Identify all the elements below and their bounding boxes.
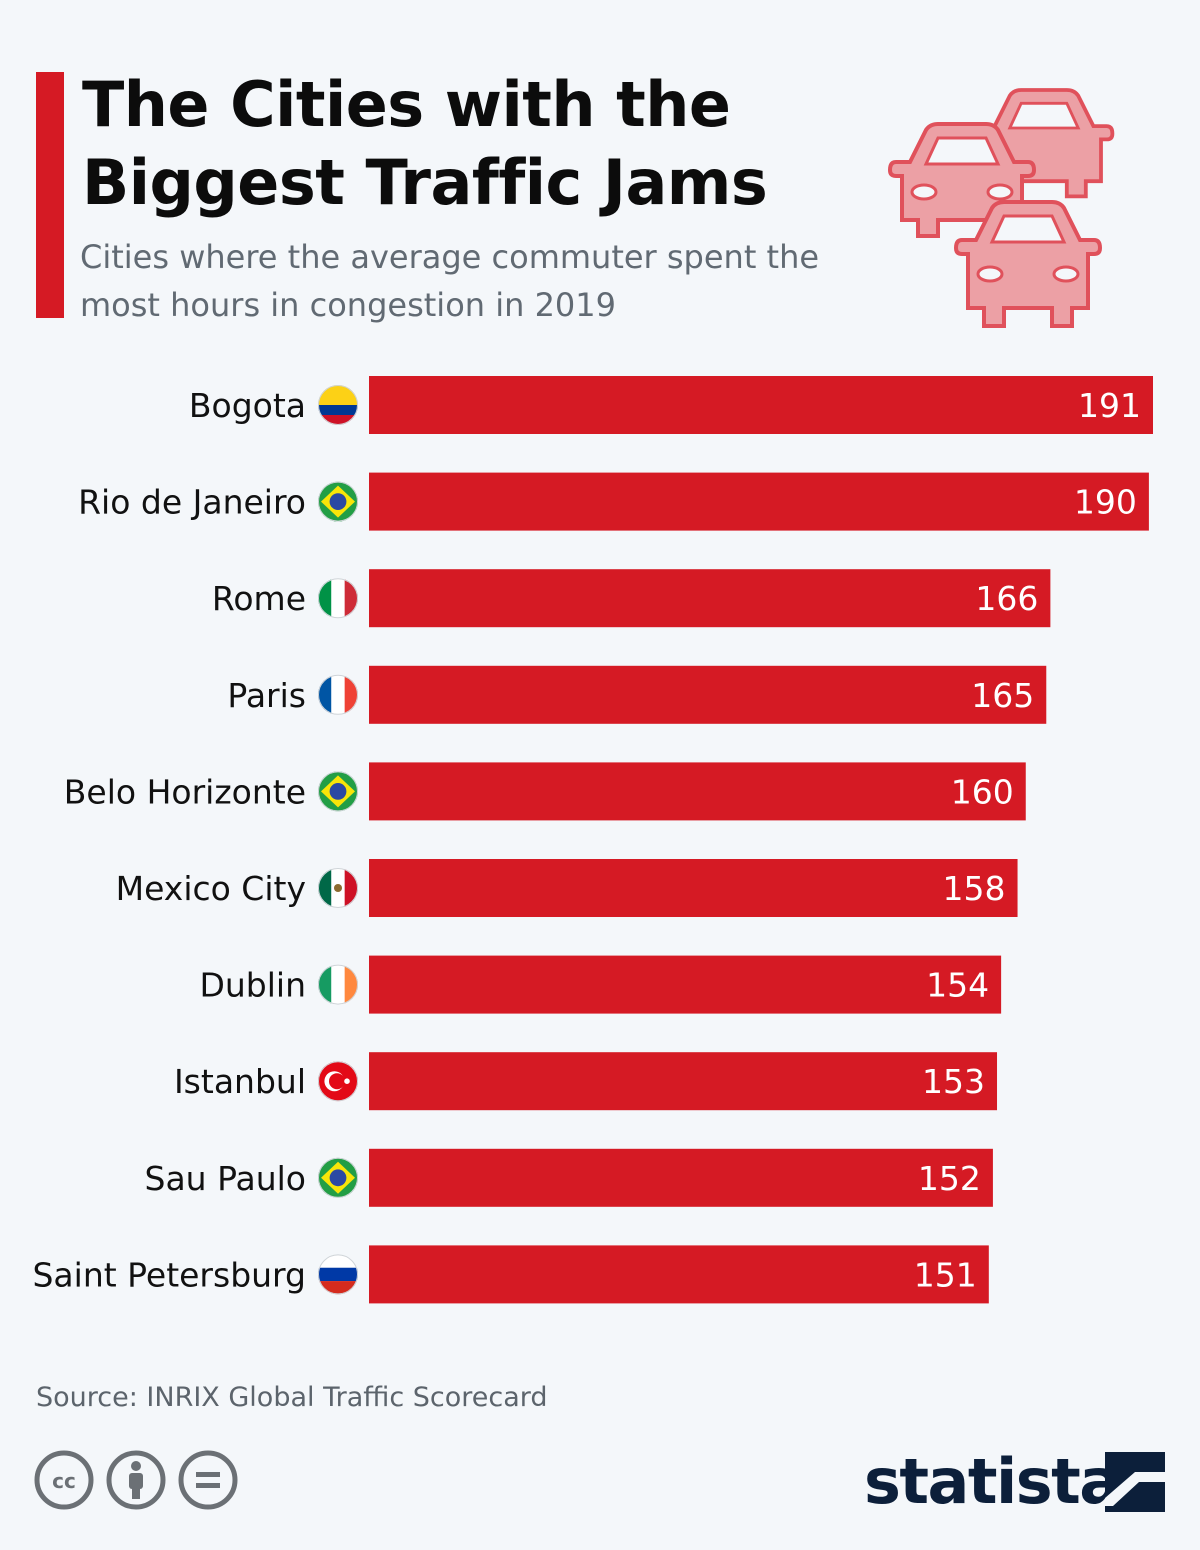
category-label: Rio de Janeiro	[78, 483, 306, 522]
category-label: Belo Horizonte	[64, 772, 306, 811]
car-front-icon	[953, 200, 1103, 328]
statista-mark-icon	[1105, 1452, 1165, 1512]
brazil-flag-icon	[318, 771, 358, 812]
svg-text:cc: cc	[52, 1469, 76, 1493]
mexico-flag-icon	[318, 868, 358, 908]
bar	[369, 376, 1153, 434]
category-label: Istanbul	[174, 1062, 306, 1101]
bar	[369, 569, 1051, 628]
category-label: Dublin	[199, 966, 306, 1005]
chart-subtitle: Cities where the average commuter spent …	[80, 238, 820, 324]
creative-commons-icon[interactable]: cc	[34, 1450, 94, 1510]
bar	[369, 762, 1026, 821]
colombia-flag-icon	[318, 385, 358, 425]
brazil-flag-icon	[318, 481, 358, 522]
statista-logo[interactable]: statista	[860, 1445, 1170, 1518]
turkey-flag-icon	[318, 1061, 358, 1102]
ireland-flag-icon	[318, 964, 358, 1005]
bar-value-label: 158	[943, 869, 1006, 908]
category-label: Saint Petersburg	[32, 1255, 306, 1294]
france-flag-icon	[318, 674, 358, 715]
chart-title: The Cities with the Biggest Traffic Jams	[82, 68, 768, 219]
bar-value-label: 152	[918, 1159, 981, 1198]
bar-value-label: 151	[914, 1255, 977, 1294]
italy-flag-icon	[318, 578, 358, 619]
category-label: Sau Paulo	[145, 1159, 307, 1198]
bar-value-label: 153	[922, 1062, 985, 1101]
category-label: Mexico City	[116, 869, 306, 908]
bar	[369, 472, 1149, 531]
bar	[369, 1052, 998, 1111]
bar	[369, 859, 1018, 917]
title-accent-bar	[36, 72, 64, 318]
category-label: Paris	[227, 676, 306, 715]
bar	[369, 665, 1047, 724]
bar	[369, 1148, 993, 1207]
source-note: Source: INRIX Global Traffic Scorecard	[36, 1382, 548, 1413]
bar-value-label: 191	[1078, 386, 1141, 425]
brand-name: statista	[864, 1445, 1121, 1518]
traffic-cars-icon	[887, 88, 1115, 328]
bar-value-label: 165	[971, 676, 1034, 715]
russia-flag-icon	[318, 1254, 358, 1295]
license-icons: cc	[34, 1450, 254, 1514]
bar	[369, 955, 1002, 1014]
bar-value-label: 166	[975, 579, 1038, 618]
attribution-icon[interactable]	[106, 1450, 166, 1510]
brazil-flag-icon	[318, 1157, 358, 1198]
no-derivatives-icon[interactable]	[178, 1450, 238, 1510]
bar-value-label: 190	[1074, 483, 1137, 522]
bar-value-label: 160	[951, 772, 1014, 811]
bar-value-label: 154	[926, 966, 989, 1005]
category-label: Rome	[212, 579, 306, 618]
bar	[369, 1245, 989, 1304]
category-label: Bogota	[189, 386, 306, 425]
